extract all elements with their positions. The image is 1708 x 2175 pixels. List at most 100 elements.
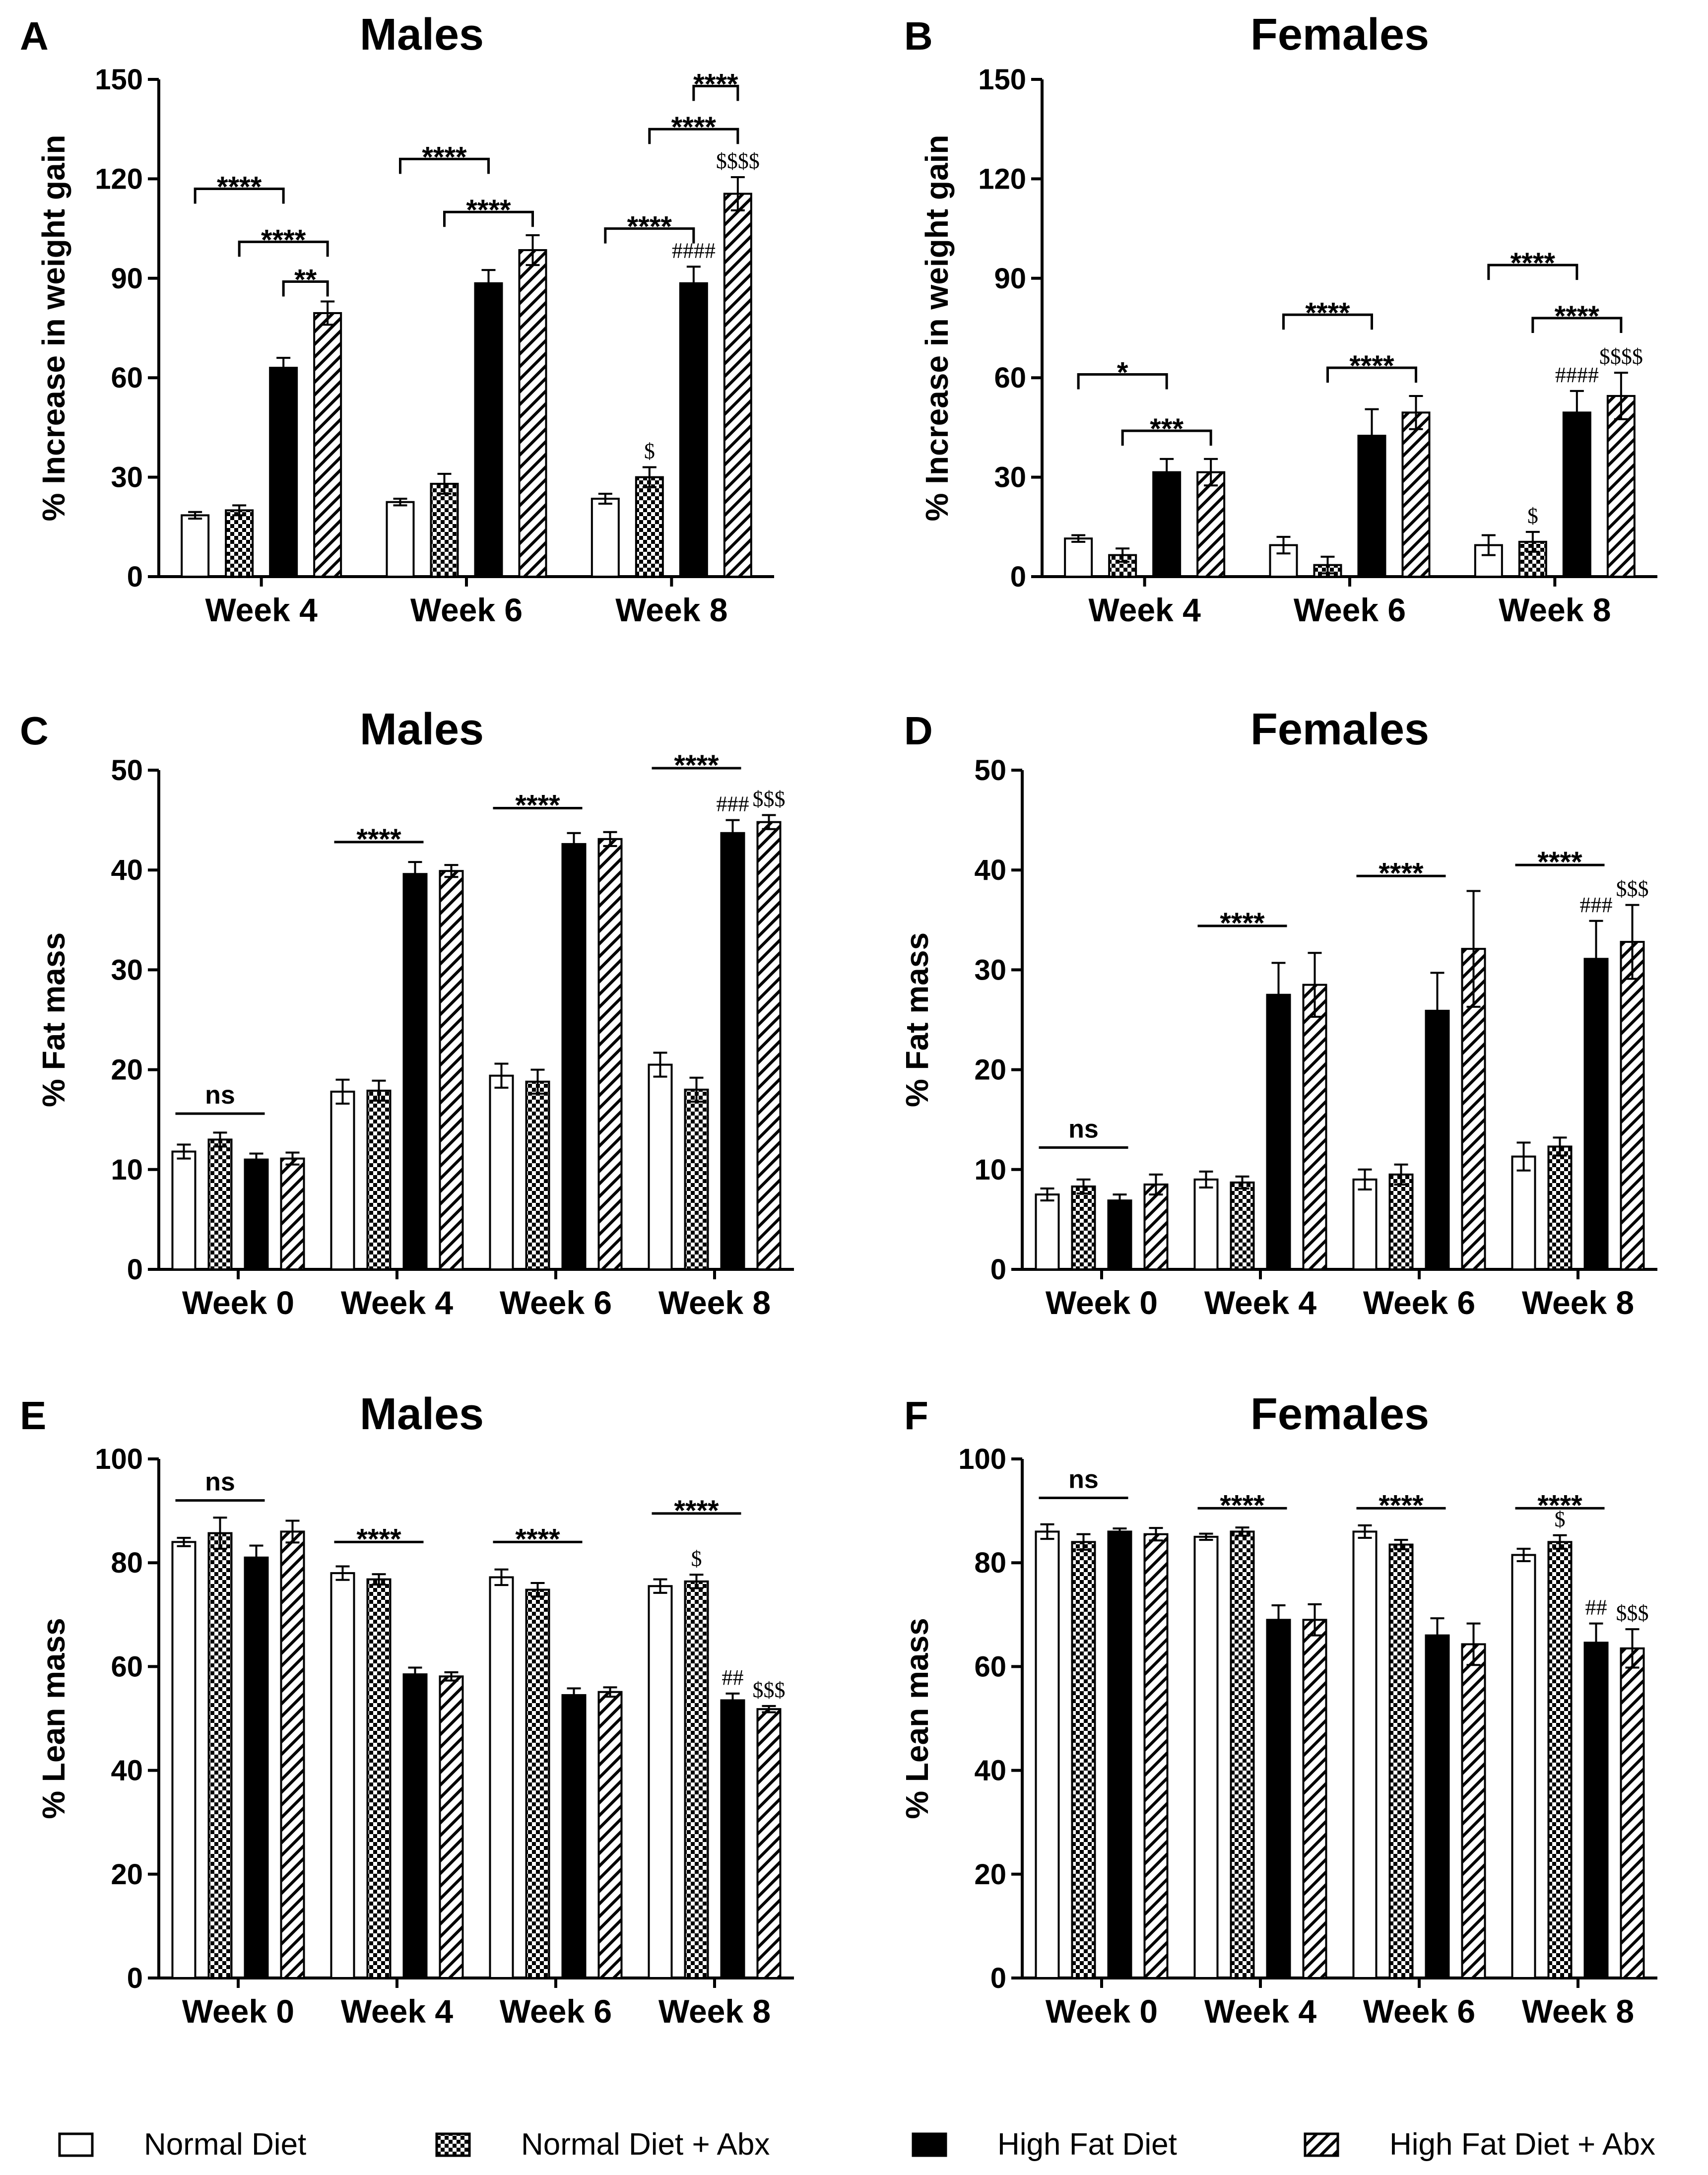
significance-label: **** [356,823,401,856]
bar-high-fat-diet-abx-week-0 [280,1530,305,1979]
y-axis-label: % Lean mass [899,1618,935,1819]
y-tick-label: 90 [111,263,143,295]
bar-high-fat-diet-abx-week-4 [1302,1619,1327,1979]
y-tick-label: 10 [111,1154,143,1186]
bar-high-fat-diet-week-8 [1583,958,1609,1270]
bar-normal-diet-abx-week-6 [430,482,459,578]
significance-bracket [194,187,285,204]
bar-normal-diet-abx-week-6 [525,1588,550,1979]
bar-high-fat-diet-abx-week-4 [313,312,342,578]
significance-bracket [1121,429,1212,446]
bar-high-fat-diet-week-0 [1107,1199,1132,1271]
bar-high-fat-diet-abx-week-4 [1302,984,1327,1270]
bar-high-fat-diet-abx-week-6 [597,1691,623,1979]
bar-normal-diet-week-0 [171,1150,197,1270]
bar-high-fat-diet-abx-week-8 [723,193,752,578]
significance-label: **** [261,224,306,256]
significance-label: *** [1150,413,1183,445]
bar-high-fat-diet-abx-week-0 [1143,1183,1169,1270]
y-tick-label: 100 [958,1443,1006,1475]
panel-title: Females [1250,1389,1429,1439]
significance-bracket [238,240,329,257]
dollar-marker: $$$ [1616,1601,1649,1625]
y-tick-label: 100 [95,1443,143,1475]
y-tick-label: 60 [111,362,143,394]
x-tick-label: Week 0 [182,1993,294,2030]
bar-high-fat-diet-abx-week-8 [1606,395,1636,578]
significance-label: **** [1537,1489,1582,1521]
significance-bracket [1282,313,1373,330]
x-tick-label: Week 4 [205,592,318,628]
significance-bracket [648,128,739,144]
bar-normal-diet-abx-week-8 [1547,1541,1573,1979]
x-tick-label: Week 6 [410,592,523,628]
bar-normal-diet-week-6 [1352,1530,1378,1979]
panel-letter: A [20,14,49,58]
bar-high-fat-diet-abx-week-6 [1461,1643,1486,1979]
dollar-marker: $ [691,1546,702,1571]
significance-label: **** [422,141,467,173]
hash-marker: #### [1555,363,1599,387]
bar-normal-diet-week-8 [1511,1155,1536,1271]
significance-label: * [1117,357,1128,389]
significance-label: ** [294,264,317,296]
bar-normal-diet-week-4 [1193,1535,1219,1979]
bar-high-fat-diet-abx-week-0 [1143,1533,1169,1979]
panel-letter: B [904,14,933,58]
bar-normal-diet-abx-week-0 [1071,1541,1096,1979]
panel-e: E Males 0 20 40 60 80 100 % Lean mass Week 0 Week … [20,1389,794,2030]
bar-high-fat-diet-abx-week-6 [518,249,547,578]
bar-high-fat-diet-week-4 [402,1673,428,1979]
bar-high-fat-diet-abx-week-8 [756,821,782,1270]
chart-panels: A Males 0 30 60 90 120 150 % Increase in weight … [20,10,1657,2030]
y-tick-label: 60 [994,362,1026,394]
panel-letter: C [20,709,49,753]
x-tick-label: Week 6 [500,1993,612,2030]
bar-normal-diet-abx-week-0 [207,1138,233,1270]
y-tick-label: 10 [974,1154,1006,1186]
y-tick-label: 120 [95,163,143,195]
y-tick-label: 0 [127,561,143,593]
bar-normal-diet-abx-week-0 [1071,1186,1096,1270]
y-tick-label: 150 [95,64,143,96]
y-axis-label: % Fat mass [899,932,935,1107]
y-axis-label: % Fat mass [36,932,71,1107]
significance-bracket [1326,366,1417,383]
significance-label: **** [1379,857,1424,889]
bar-high-fat-diet-week-4 [402,873,428,1271]
bar-high-fat-diet-week-6 [561,1694,587,1979]
x-tick-label: Week 0 [1046,1284,1158,1321]
bar-high-fat-diet-week-0 [244,1158,269,1270]
panel-c: C Males 0 10 20 30 40 50 % Fat mass Week 0 Week 4 W… [20,705,794,1321]
y-tick-label: 0 [990,1962,1006,1994]
bar-high-fat-diet-abx-week-4 [439,870,464,1271]
bar-normal-diet-week-0 [1035,1193,1060,1271]
significance-label: **** [693,68,738,100]
y-tick-label: 20 [974,1858,1006,1891]
bar-high-fat-diet-week-0 [244,1556,269,1979]
significance-label-ns: ns [1068,1115,1099,1144]
dollar-marker: $ [1555,1507,1566,1531]
y-tick-label: 50 [111,754,143,787]
bar-high-fat-diet-abx-week-4 [1196,471,1226,578]
y-tick-label: 0 [127,1962,143,1994]
bar-normal-diet-abx-week-8 [684,1088,709,1271]
significance-label: **** [1511,247,1556,279]
bar-normal-diet-abx-week-4 [1230,1530,1255,1979]
significance-label: **** [671,111,717,143]
significance-label: **** [515,789,560,821]
bar-high-fat-diet-abx-week-8 [756,1708,782,1979]
significance-bracket [1531,317,1623,333]
legend-swatch-hatch [1304,2132,1339,2157]
bar-normal-diet-week-4 [1064,537,1093,578]
bar-normal-diet-week-8 [1511,1554,1536,1979]
y-tick-label: 30 [994,461,1026,494]
x-tick-label: Week 6 [500,1284,612,1321]
y-axis-label: % Increase in weight gain [919,135,955,522]
hash-marker: ## [722,1665,744,1690]
bar-normal-diet-week-4 [330,1572,355,1979]
x-tick-label: Week 4 [341,1284,454,1321]
x-tick-label: Week 6 [1363,1284,1475,1321]
bar-high-fat-diet-week-6 [1425,1009,1450,1270]
x-tick-label: Week 8 [1522,1993,1634,2030]
